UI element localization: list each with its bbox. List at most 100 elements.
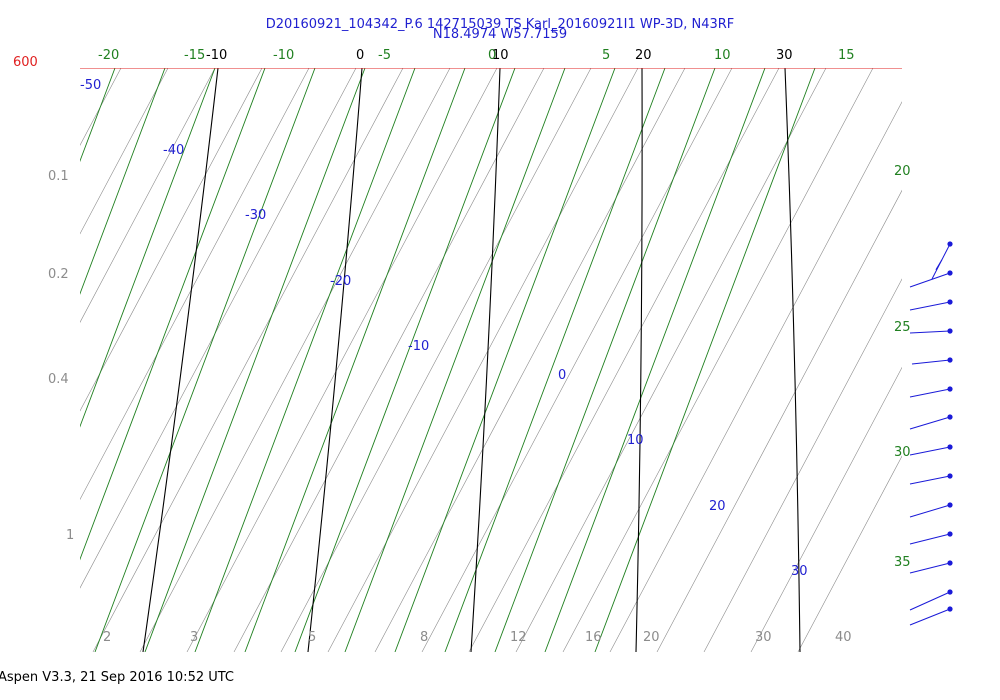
bottom-tick-label: 8 [420, 630, 428, 645]
isotherm-label: 20 [709, 499, 726, 514]
wind-barb [909, 444, 953, 456]
dry-adiabat-label: -20 [98, 48, 119, 63]
moist-adiabat-line [635, 68, 643, 652]
mixing-ratio-line [703, 278, 902, 652]
dry-adiabat-line [80, 68, 166, 295]
bottom-tick-label: 3 [190, 630, 198, 645]
mixing-ratio-line [92, 68, 404, 652]
mixing-ratio-line [233, 68, 545, 652]
isotherm-label: 10 [627, 433, 644, 448]
axis-labels: 6007008009001000235812162030400.10.20.41… [13, 48, 911, 645]
mixing-ratio-line [186, 68, 498, 652]
dry-adiabat-label: 35 [894, 555, 911, 570]
mixing-ratio-line [80, 68, 122, 146]
moist-adiabat-label: 10 [492, 48, 509, 63]
dry-adiabat-line [194, 68, 416, 652]
mixing-ratio-line [656, 189, 902, 652]
mixing-ratio-line [80, 68, 310, 501]
chart-title: D20160921_104342_P.6 142715039 TS Karl_2… [265, 17, 735, 32]
wind-barb [909, 531, 953, 545]
footer-info: Aspen V3.3, 21 Sep 2016 10:52 UTC [0, 670, 235, 685]
isotherm-label: -10 [408, 339, 429, 354]
dry-adiabat-label: 25 [894, 320, 911, 335]
dry-adiabat-line [294, 68, 516, 652]
dry-adiabat-label: 15 [838, 48, 855, 63]
mixing-ratio-line [80, 68, 169, 235]
isotherm-label: -50 [80, 78, 101, 93]
bottom-tick-label: 16 [585, 630, 602, 645]
bottom-tick-label: 12 [510, 630, 527, 645]
isotherm-label: -30 [245, 208, 266, 223]
dry-adiabat-line [94, 68, 316, 652]
bottom-tick-label: 40 [835, 630, 852, 645]
dry-adiabat-label: 20 [894, 164, 911, 179]
mixing-ratio-line [421, 68, 733, 652]
isotherm-label: 30 [791, 564, 808, 579]
isotherm-line [549, 0, 1000, 68]
dry-adiabat-line [394, 68, 616, 652]
wind-barb [931, 241, 953, 280]
dry-adiabat-line [0, 68, 15, 652]
dry-adiabat-line [494, 68, 716, 652]
pressure-label-600: 600 [13, 55, 38, 70]
moist-adiabat-label: -10 [206, 48, 227, 63]
mixing-ratio-line [280, 68, 592, 652]
mixing-ratio-label: 0.2 [48, 267, 69, 282]
wind-barb [909, 386, 953, 398]
wind-barb [909, 560, 953, 574]
moist-adiabat-line [307, 68, 363, 652]
dry-adiabat-label: -10 [273, 48, 294, 63]
dry-adiabat-line [244, 68, 466, 652]
dry-adiabat-line [0, 68, 65, 652]
bottom-tick-label: 2 [103, 630, 111, 645]
isotherm-label: -20 [330, 274, 351, 289]
wind-barb [909, 606, 953, 626]
mixing-ratio-line [750, 366, 902, 652]
mixing-ratio-line [80, 68, 357, 589]
moist-adiabat-label: 30 [776, 48, 793, 63]
wind-barb [909, 328, 953, 334]
moist-adiabat-line [784, 68, 801, 652]
mixing-ratio-line [374, 68, 686, 652]
isotherm-label: 0 [558, 368, 566, 383]
isotherm-line [557, 68, 559, 69]
moist-adiabat-label: 20 [635, 48, 652, 63]
mixing-ratio-label: 0.1 [48, 169, 69, 184]
moist-adiabat-line [142, 68, 219, 652]
mixing-ratio-line [468, 68, 780, 652]
mixing-ratio-line [80, 68, 263, 412]
wind-barbs [909, 241, 953, 626]
wind-barb [909, 270, 953, 288]
dry-adiabat-line [144, 68, 366, 652]
chart-subtitle: N18.4974 W57.7159 [432, 27, 568, 42]
mixing-ratio-line [327, 68, 639, 652]
dry-adiabat-line [594, 68, 816, 652]
isotherm-line [867, 68, 869, 69]
dry-adiabat-line [444, 68, 666, 652]
dry-adiabat-line [80, 68, 216, 428]
wind-barb [909, 414, 953, 430]
mixing-ratio-line [797, 455, 902, 652]
mixing-ratio-line [80, 68, 216, 323]
moist-adiabat-label: 0 [356, 48, 364, 63]
dry-adiabat-line [344, 68, 566, 652]
dry-adiabat-line [80, 68, 266, 561]
isotherm-label: -40 [163, 143, 184, 158]
dry-adiabat-label: -15 [184, 48, 205, 63]
grid-lines [0, 0, 1000, 652]
mixing-ratio-label: 1 [66, 528, 74, 543]
wind-barb [911, 357, 953, 365]
bottom-tick-label: 5 [308, 630, 316, 645]
dry-adiabat-label: 0 [488, 48, 496, 63]
dry-adiabat-line [80, 68, 116, 163]
bottom-tick-label: 20 [643, 630, 660, 645]
dry-adiabat-label: 5 [602, 48, 610, 63]
wind-barb [909, 589, 953, 611]
dry-adiabat-label: 10 [714, 48, 731, 63]
bottom-tick-label: 30 [755, 630, 772, 645]
dry-adiabat-label: -5 [378, 48, 391, 63]
wind-barb [909, 299, 953, 311]
mixing-ratio-line [609, 101, 902, 652]
mixing-ratio-line [562, 68, 874, 652]
